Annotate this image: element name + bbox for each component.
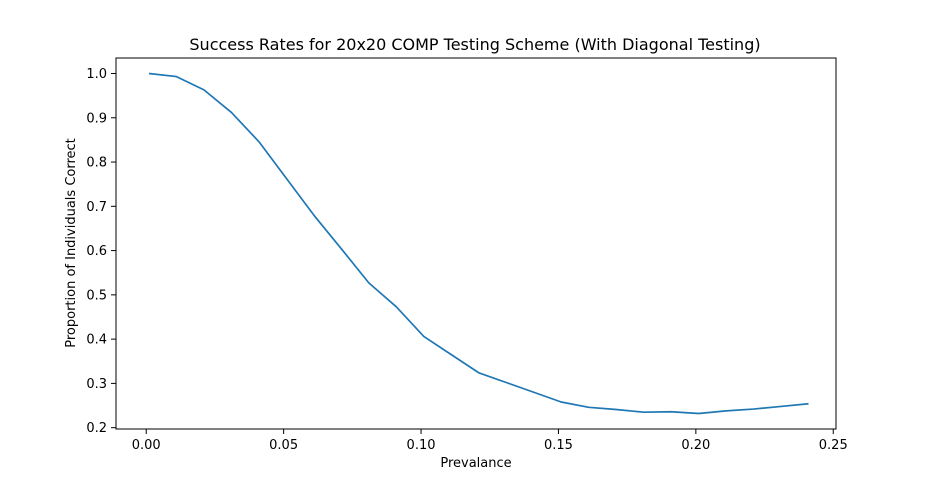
x-tick-label: 0.10 <box>407 438 436 453</box>
x-tick-label: 0.05 <box>269 438 298 453</box>
y-tick-label: 0.3 <box>86 377 107 392</box>
y-tick-label: 0.9 <box>86 111 107 126</box>
y-tick-label: 0.8 <box>86 156 107 171</box>
y-tick-label: 0.2 <box>86 421 107 436</box>
y-tick-label: 0.6 <box>86 244 107 259</box>
plot-frame <box>115 57 837 430</box>
x-tick-label: 0.00 <box>132 438 161 453</box>
x-tick-label: 0.25 <box>819 438 848 453</box>
chart-title: Success Rates for 20x20 COMP Testing Sch… <box>189 35 760 54</box>
x-tick-label: 0.15 <box>544 438 573 453</box>
plot-area <box>116 58 836 429</box>
series-line <box>148 72 809 415</box>
x-tick-label: 0.20 <box>681 438 710 453</box>
x-axis: 0.00 0.05 0.10 0.15 0.20 0.25 <box>132 429 848 453</box>
y-tick-label: 0.5 <box>86 288 107 303</box>
y-tick-label: 1.0 <box>86 67 107 82</box>
y-tick-label: 0.4 <box>86 333 107 348</box>
y-axis: 0.2 0.3 0.4 0.5 0.6 0.7 0.8 0.9 1.0 <box>86 67 116 436</box>
y-axis-label: Proportion of Individuals Correct <box>64 138 79 348</box>
y-tick-label: 0.7 <box>86 200 107 215</box>
x-axis-label: Prevalance <box>440 456 511 471</box>
